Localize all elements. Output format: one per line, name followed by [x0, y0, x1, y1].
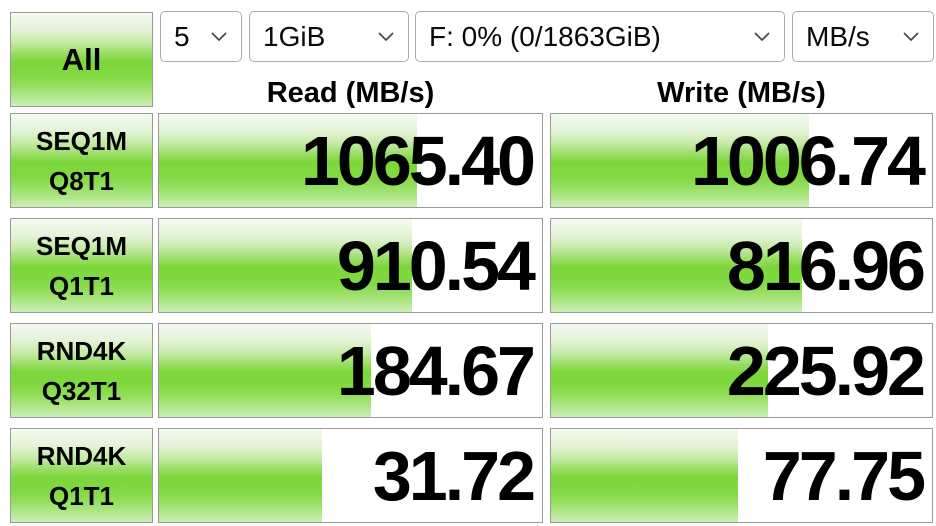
run-all-tests-button[interactable]: All [10, 12, 153, 107]
read-column-header: Read (MB/s) [266, 77, 435, 109]
green-bar-fill [551, 429, 738, 522]
chevron-down-icon [378, 32, 394, 41]
result-row-seq1m-q8t1: SEQ1M Q8T1 1065.40 1006.74 [0, 113, 936, 208]
row-label-line2: Q32T1 [41, 375, 122, 406]
row-label-line1: SEQ1M [35, 230, 128, 261]
read-value: 31.72 [372, 436, 536, 515]
row-label-line1: RND4K [36, 440, 127, 471]
green-bar-fill [159, 324, 371, 417]
unit-dropdown[interactable]: MB/s [792, 11, 934, 62]
green-bar-fill [159, 219, 412, 312]
write-value-cell: 225.92 [550, 323, 933, 418]
read-value-cell: 910.54 [158, 218, 543, 313]
read-value: 1065.40 [300, 121, 536, 200]
test-count-dropdown[interactable]: 5 [160, 11, 242, 62]
write-value-cell: 77.75 [550, 428, 933, 523]
write-value: 77.75 [762, 436, 926, 515]
read-value-cell: 1065.40 [158, 113, 543, 208]
result-row-rnd4k-q1t1: RND4K Q1T1 31.72 77.75 [0, 428, 936, 523]
row-label-line2: Q1T1 [48, 270, 115, 301]
write-value: 816.96 [726, 226, 926, 305]
read-value: 184.67 [336, 331, 536, 410]
write-value: 1006.74 [690, 121, 926, 200]
all-button-label: All [61, 41, 102, 77]
test-count-value: 5 [174, 20, 190, 52]
result-row-rnd4k-q32t1: RND4K Q32T1 184.67 225.92 [0, 323, 936, 418]
green-bar-fill [159, 429, 323, 522]
row-label-line1: SEQ1M [35, 125, 128, 156]
target-drive-value: F: 0% (0/1863GiB) [429, 20, 661, 52]
unit-value: MB/s [806, 20, 870, 52]
read-value-cell: 31.72 [158, 428, 543, 523]
write-value: 225.92 [726, 331, 926, 410]
row-button-seq1m-q1t1[interactable]: SEQ1M Q1T1 [10, 218, 153, 313]
chevron-down-icon [211, 32, 227, 41]
row-button-seq1m-q8t1[interactable]: SEQ1M Q8T1 [10, 113, 153, 208]
row-label-line2: Q8T1 [48, 165, 115, 196]
write-value-cell: 816.96 [550, 218, 933, 313]
read-value-cell: 184.67 [158, 323, 543, 418]
green-bar-fill [551, 324, 768, 417]
chevron-down-icon [754, 32, 770, 41]
write-column-header: Write (MB/s) [657, 77, 826, 109]
read-value: 910.54 [336, 226, 536, 305]
target-drive-dropdown[interactable]: F: 0% (0/1863GiB) [415, 11, 785, 62]
green-bar-fill [159, 114, 417, 207]
green-bar-fill [551, 219, 802, 312]
test-size-value: 1GiB [263, 20, 326, 52]
row-button-rnd4k-q32t1[interactable]: RND4K Q32T1 [10, 323, 153, 418]
row-label-line1: RND4K [36, 335, 127, 366]
chevron-down-icon [903, 32, 919, 41]
row-button-rnd4k-q1t1[interactable]: RND4K Q1T1 [10, 428, 153, 523]
result-row-seq1m-q1t1: SEQ1M Q1T1 910.54 816.96 [0, 218, 936, 313]
write-value-cell: 1006.74 [550, 113, 933, 208]
test-size-dropdown[interactable]: 1GiB [249, 11, 409, 62]
green-bar-fill [551, 114, 809, 207]
row-label-line2: Q1T1 [48, 480, 115, 511]
